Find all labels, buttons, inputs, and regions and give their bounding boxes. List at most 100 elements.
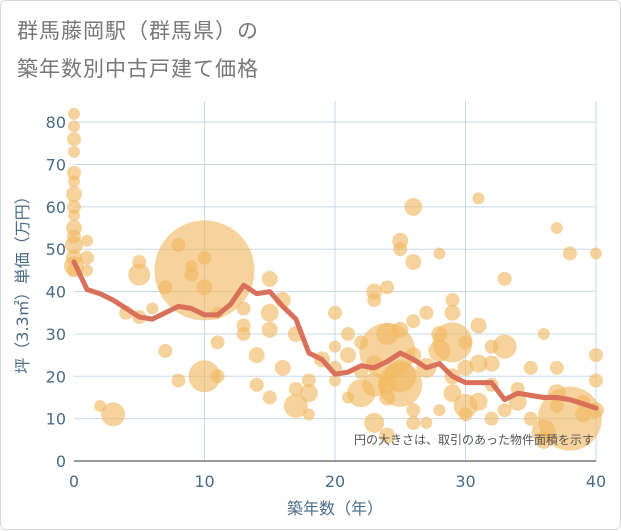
size-legend-note: 円の大きさは、取引のあった物件面積を示す	[354, 432, 594, 447]
bubble-point	[261, 270, 278, 287]
y-tick-label: 80	[46, 113, 66, 132]
bubble-point	[236, 301, 251, 316]
y-tick-label: 20	[46, 367, 66, 386]
bubble-point	[406, 314, 421, 329]
bubble-point	[67, 132, 81, 147]
bubble-point	[301, 373, 316, 388]
y-tick-label: 0	[56, 452, 66, 471]
bubble-point	[445, 293, 460, 308]
bubble-point	[171, 373, 186, 388]
bubble-point	[470, 317, 487, 334]
bubble-point	[196, 279, 213, 296]
bubble-point	[364, 412, 385, 433]
bubble-point	[433, 404, 446, 417]
bubble-point	[444, 304, 461, 321]
bubble-point	[261, 321, 278, 338]
bubble-point	[248, 347, 265, 364]
bubble-point	[80, 250, 95, 265]
bubble-point	[549, 360, 564, 375]
bubble-point	[457, 359, 474, 376]
bubble-point	[210, 369, 225, 384]
y-tick-label: 60	[46, 198, 66, 217]
x-tick-label: 10	[194, 472, 214, 491]
bubble-point	[589, 348, 603, 363]
bubble-point	[405, 253, 422, 270]
bubble-point	[406, 415, 421, 430]
bubble-point	[433, 247, 446, 260]
bubble-point	[68, 145, 80, 158]
bubble-point	[197, 250, 212, 265]
bubble-point	[404, 197, 423, 216]
bubble-point	[146, 302, 159, 315]
bubble-point	[81, 234, 94, 247]
bubble-point	[341, 326, 356, 341]
x-tick-label: 30	[455, 472, 475, 491]
bubble-point	[550, 222, 563, 235]
y-tick-label: 10	[46, 410, 66, 429]
bubble-point	[523, 360, 538, 375]
bubble-point	[590, 247, 602, 260]
bubble-point	[65, 236, 83, 254]
bubble-point	[406, 403, 421, 418]
bubble-point	[68, 209, 80, 222]
bubble-point	[393, 242, 408, 257]
bubble-point	[66, 186, 82, 203]
bubble-point	[378, 362, 423, 407]
y-tick-label: 30	[46, 325, 66, 344]
bubble-point	[523, 411, 538, 426]
x-tick-label: 20	[325, 472, 345, 491]
y-tick-label: 50	[46, 240, 66, 259]
bubble-point	[379, 427, 396, 444]
x-tick-labels: 0 10 20 30 40	[69, 472, 606, 491]
bubble-point	[302, 408, 315, 421]
bubble-point	[574, 406, 591, 423]
bubble-point	[67, 199, 81, 214]
bubble-point	[392, 321, 409, 338]
y-axis-label: 坪（3.3㎡）単価（万円）	[13, 188, 32, 373]
y-tick-labels: 0 10 20 30 40 50 60 70 80	[46, 113, 66, 471]
bubble-point	[562, 246, 577, 261]
bubble-point	[249, 377, 264, 392]
bubble-point	[68, 107, 80, 120]
bubble-point	[537, 327, 550, 340]
bubble-point	[68, 175, 80, 188]
bubble-point	[340, 347, 357, 364]
bubble-point	[458, 335, 473, 350]
bubble-point	[492, 334, 517, 359]
x-axis-label: 築年数（年）	[287, 499, 383, 518]
trend-line	[71, 259, 599, 411]
bubble-point	[589, 373, 603, 388]
bubble-point	[154, 220, 255, 321]
bubble-point	[288, 382, 303, 396]
bubble-point	[210, 335, 225, 350]
chart-title-line2: 築年数別中古戸建て価格	[17, 57, 259, 81]
bubble-point	[328, 305, 342, 320]
chart-title-line1: 群馬藤岡駅（群馬県）の	[17, 19, 259, 43]
y-tick-label: 40	[46, 283, 66, 302]
x-tick-label: 0	[69, 472, 79, 491]
bubble-point	[497, 403, 512, 418]
bubble-point	[483, 355, 500, 372]
bubble-point	[68, 120, 80, 133]
bubble-point	[329, 340, 341, 353]
bubble-point	[101, 402, 126, 427]
bubble-point	[262, 390, 277, 405]
bubble-point	[432, 322, 473, 363]
bubble-point	[128, 263, 151, 286]
bubble-point	[283, 393, 308, 418]
bubble-series	[64, 107, 604, 451]
bubble-point	[299, 384, 318, 403]
bubble-point	[188, 360, 221, 393]
x-tick-label: 40	[586, 472, 606, 491]
bubble-point	[81, 264, 94, 277]
bubble-point	[67, 166, 81, 180]
bubble-point	[236, 326, 251, 341]
bubble-point	[484, 411, 499, 426]
bubble-point	[458, 407, 473, 422]
bubble-point	[274, 359, 291, 376]
bubble-point	[469, 392, 488, 411]
bubble-point	[420, 416, 433, 429]
bubble-point	[367, 293, 382, 308]
